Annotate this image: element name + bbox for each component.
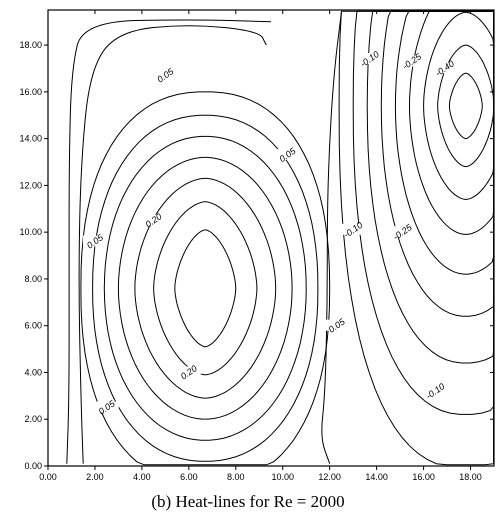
plot-area: 0.05 0.05 0.05 0.20 0.05 0.20 0.05 -0.10 -0.25 -0… — [19, 9, 495, 482]
y-tick-label: 4.00 — [24, 367, 42, 377]
right-vortex-contour — [366, 10, 494, 364]
contour-label: 0.05 — [153, 66, 178, 85]
left-vortex-contour — [153, 201, 258, 376]
x-tick-label: 16.00 — [412, 472, 435, 482]
contour-label: -0.10 — [341, 220, 366, 240]
contour-label: -0.25 — [399, 51, 424, 71]
x-tick-label: 2.00 — [86, 472, 104, 482]
figure-caption: (b) Heat-lines for Re = 2000 — [151, 492, 344, 511]
left-vortex-contour — [80, 91, 331, 466]
contour-label-text: 0.20 — [144, 211, 164, 229]
contour-label-bg — [94, 401, 119, 413]
contour-lines — [66, 10, 494, 466]
x-axis: 0.00 2.00 4.00 6.00 8.00 10.00 12.00 14.00 16.00… — [39, 10, 482, 482]
contour-label: 0.20 — [141, 211, 166, 230]
y-tick-label: 10.00 — [19, 227, 42, 237]
contour-label-bg — [341, 223, 366, 235]
contour-label-text: 0.05 — [155, 66, 176, 85]
left-wall-contour — [66, 19, 272, 464]
right-vortex-contour — [408, 10, 494, 235]
contour-label-bg — [141, 214, 166, 226]
contour-label: 0.05 — [82, 232, 107, 251]
contour-label-bg — [399, 55, 424, 67]
contour-label: 0.05 — [275, 145, 300, 164]
contour-label-text: 0.05 — [277, 145, 298, 164]
left-vortex-contour — [103, 135, 307, 441]
left-wall-contour-2 — [78, 25, 267, 464]
right-vortex-contour — [338, 10, 494, 466]
separatrix — [321, 12, 342, 464]
contour-label-text: 0.05 — [97, 398, 118, 417]
contour-label-text: 0.20 — [179, 363, 199, 381]
right-vortex-contour — [437, 44, 494, 168]
contour-label-bg — [324, 319, 349, 331]
contour-label-text: -0.10 — [424, 381, 447, 401]
contour-label-text: -0.10 — [342, 220, 365, 240]
y-tick-label: 18.00 — [19, 40, 42, 50]
right-vortex-contour — [423, 11, 494, 200]
x-tick-label: 10.00 — [271, 472, 294, 482]
contour-label-text: -0.10 — [358, 49, 381, 69]
contour-label: -0.10 — [423, 381, 448, 401]
left-vortex-contour — [117, 156, 293, 420]
contour-label-bg — [275, 148, 300, 160]
y-tick-label: 12.00 — [19, 180, 42, 190]
contour-label: 0.20 — [176, 363, 201, 382]
left-vortex-contour — [92, 114, 319, 462]
contour-label-bg — [357, 53, 382, 65]
contour-label-bg — [432, 62, 457, 74]
contour-label-bg — [176, 366, 201, 378]
contour-label: -0.10 — [357, 49, 382, 69]
right-vortex-contour — [448, 72, 483, 140]
left-vortex-contour — [134, 177, 277, 399]
x-tick-label: 6.00 — [180, 472, 198, 482]
contour-label-bg — [390, 226, 415, 238]
y-tick-label: 0.00 — [24, 461, 42, 471]
contour-label: 0.05 — [324, 316, 349, 335]
y-tick-label: 6.00 — [24, 321, 42, 331]
contour-label-text: -0.40 — [433, 58, 456, 78]
x-tick-label: 0.00 — [39, 472, 57, 482]
contour-label-text: 0.05 — [85, 232, 106, 251]
y-tick-label: 8.00 — [24, 274, 42, 284]
x-tick-label: 8.00 — [227, 472, 245, 482]
contour-label-text: 0.05 — [327, 316, 348, 335]
y-axis: 0.00 2.00 4.00 6.00 8.00 10.00 12.00 14.00 16.00… — [19, 40, 494, 471]
y-tick-label: 16.00 — [19, 87, 42, 97]
contour-label-bg — [82, 235, 107, 247]
y-tick-label: 14.00 — [19, 134, 42, 144]
y-tick-label: 2.00 — [24, 414, 42, 424]
x-tick-label: 12.00 — [318, 472, 341, 482]
contour-label: -0.25 — [390, 222, 415, 242]
left-vortex-contour — [174, 229, 237, 348]
x-tick-label: 4.00 — [133, 472, 151, 482]
x-tick-label: 18.00 — [459, 472, 482, 482]
contour-label: 0.05 — [94, 398, 119, 417]
contour-label-bg — [423, 385, 448, 397]
x-tick-label: 14.00 — [365, 472, 388, 482]
contour-labels: 0.05 0.05 0.05 0.20 0.05 0.20 0.05 -0.10 -0.25 -0… — [82, 49, 457, 417]
contour-label-bg — [153, 69, 178, 81]
contour-label: -0.40 — [432, 58, 457, 78]
